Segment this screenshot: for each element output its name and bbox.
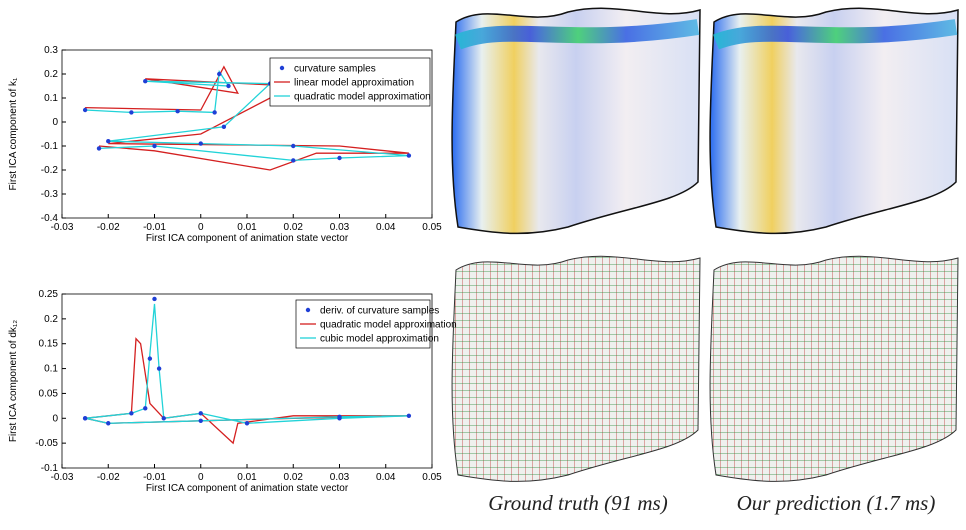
y-axis-label: First ICA component of dk₁₂ bbox=[8, 320, 19, 442]
y-tick-label: 0.2 bbox=[44, 314, 58, 325]
data-point bbox=[152, 297, 156, 301]
legend-label: quadratic model approximation bbox=[294, 92, 431, 103]
data-point bbox=[217, 72, 221, 76]
x-tick-label: 0.05 bbox=[422, 222, 442, 233]
data-point bbox=[199, 419, 203, 423]
data-point bbox=[106, 139, 110, 143]
data-point bbox=[162, 416, 166, 420]
x-tick-label: 0.04 bbox=[376, 472, 396, 483]
data-point bbox=[245, 421, 249, 425]
y-tick-label: 0.2 bbox=[44, 69, 58, 80]
y-tick-label: -0.05 bbox=[35, 438, 58, 449]
data-point bbox=[157, 366, 161, 370]
y-tick-label: 0.25 bbox=[39, 289, 59, 300]
legend-label: linear model approximation bbox=[294, 78, 414, 89]
figure: Ground truth (91 ms) Our prediction (1.7… bbox=[0, 0, 966, 525]
data-point bbox=[226, 84, 230, 88]
x-tick-label: 0.04 bbox=[376, 222, 396, 233]
caption: Ground truth (91 ms) bbox=[488, 491, 667, 515]
x-tick-label: 0.02 bbox=[284, 472, 304, 483]
data-point bbox=[222, 125, 226, 129]
data-point bbox=[83, 108, 87, 112]
y-tick-label: 0.1 bbox=[44, 364, 58, 375]
data-point bbox=[83, 416, 87, 420]
data-point bbox=[212, 110, 216, 114]
y-tick-label: -0.4 bbox=[41, 213, 59, 224]
y-tick-label: 0 bbox=[52, 117, 58, 128]
data-point bbox=[337, 415, 341, 419]
y-tick-label: -0.1 bbox=[41, 463, 59, 474]
data-point bbox=[152, 144, 156, 148]
x-tick-label: 0.03 bbox=[330, 222, 350, 233]
data-point bbox=[129, 411, 133, 415]
y-axis-label: First ICA component of k₁ bbox=[8, 77, 19, 190]
x-tick-label: -0.02 bbox=[97, 222, 120, 233]
x-tick-label: 0.03 bbox=[330, 472, 350, 483]
x-tick-label: 0 bbox=[198, 472, 204, 483]
x-tick-label: 0.05 bbox=[422, 472, 442, 483]
data-point bbox=[407, 414, 411, 418]
y-tick-label: 0.1 bbox=[44, 93, 58, 104]
y-tick-label: -0.2 bbox=[41, 165, 59, 176]
data-point bbox=[106, 421, 110, 425]
x-tick-label: -0.02 bbox=[97, 472, 120, 483]
x-axis-label: First ICA component of animation state v… bbox=[146, 483, 349, 494]
data-point bbox=[407, 153, 411, 157]
y-tick-label: -0.3 bbox=[41, 189, 59, 200]
x-tick-label: -0.01 bbox=[143, 472, 166, 483]
legend-label: cubic model approximation bbox=[320, 334, 439, 345]
y-tick-label: 0 bbox=[52, 413, 58, 424]
data-point bbox=[97, 146, 101, 150]
y-tick-label: 0.05 bbox=[39, 388, 59, 399]
data-point bbox=[143, 406, 147, 410]
y-tick-label: 0.3 bbox=[44, 45, 58, 56]
data-point bbox=[143, 79, 147, 83]
x-tick-label: 0 bbox=[198, 222, 204, 233]
x-axis-label: First ICA component of animation state v… bbox=[146, 233, 349, 244]
x-tick-label: -0.01 bbox=[143, 222, 166, 233]
data-point bbox=[199, 411, 203, 415]
x-tick-label: 0.02 bbox=[284, 222, 304, 233]
legend-label: curvature samples bbox=[294, 64, 376, 75]
data-point bbox=[199, 141, 203, 145]
x-tick-label: 0.01 bbox=[237, 222, 257, 233]
data-point bbox=[129, 110, 133, 114]
legend-label: quadratic model approximation bbox=[320, 320, 457, 331]
legend-marker bbox=[306, 308, 310, 312]
data-point bbox=[148, 356, 152, 360]
x-tick-label: 0.01 bbox=[237, 472, 257, 483]
legend-marker bbox=[280, 66, 284, 70]
cloth-renders bbox=[452, 8, 958, 481]
legend-label: deriv. of curvature samples bbox=[320, 306, 439, 317]
data-point bbox=[291, 158, 295, 162]
data-point bbox=[175, 109, 179, 113]
y-tick-label: 0.15 bbox=[39, 339, 59, 350]
y-tick-label: -0.1 bbox=[41, 141, 59, 152]
data-point bbox=[337, 156, 341, 160]
data-point bbox=[291, 144, 295, 148]
caption: Our prediction (1.7 ms) bbox=[737, 491, 936, 515]
